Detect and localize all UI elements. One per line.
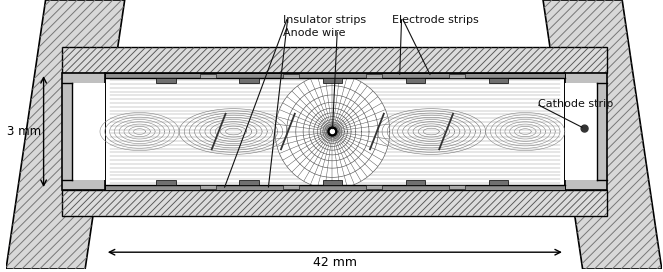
Circle shape xyxy=(330,129,334,134)
Text: Electrode strips: Electrode strips xyxy=(392,15,479,25)
Polygon shape xyxy=(543,0,662,269)
Text: Insulator strips: Insulator strips xyxy=(283,15,366,25)
Polygon shape xyxy=(6,0,125,269)
Text: Anode wire: Anode wire xyxy=(283,28,345,38)
Bar xyxy=(449,74,465,78)
Bar xyxy=(62,73,105,190)
Bar xyxy=(366,185,382,189)
Polygon shape xyxy=(6,0,125,269)
Polygon shape xyxy=(543,0,662,269)
Bar xyxy=(105,73,565,78)
Bar xyxy=(200,185,215,189)
Bar xyxy=(565,73,607,190)
Bar xyxy=(489,78,509,83)
Bar xyxy=(239,78,259,83)
Bar xyxy=(449,185,465,189)
Bar xyxy=(283,185,299,189)
Bar xyxy=(200,74,215,78)
Bar xyxy=(72,83,105,180)
Polygon shape xyxy=(62,190,607,216)
Bar xyxy=(565,83,597,180)
Bar xyxy=(322,180,342,185)
Bar xyxy=(406,78,426,83)
Bar xyxy=(489,180,509,185)
Circle shape xyxy=(581,125,588,132)
Bar xyxy=(105,185,565,190)
Bar xyxy=(283,74,299,78)
Bar xyxy=(406,180,426,185)
Text: Cathode strip: Cathode strip xyxy=(538,99,613,109)
Polygon shape xyxy=(62,48,607,73)
Circle shape xyxy=(328,127,337,136)
Bar xyxy=(366,74,382,78)
Text: 42 mm: 42 mm xyxy=(313,256,357,269)
Text: 3 mm: 3 mm xyxy=(7,125,42,138)
Bar xyxy=(322,78,342,83)
Bar xyxy=(239,180,259,185)
Bar xyxy=(62,48,607,73)
Bar xyxy=(62,190,607,216)
Bar xyxy=(156,180,176,185)
Bar xyxy=(105,73,565,190)
Bar xyxy=(156,78,176,83)
